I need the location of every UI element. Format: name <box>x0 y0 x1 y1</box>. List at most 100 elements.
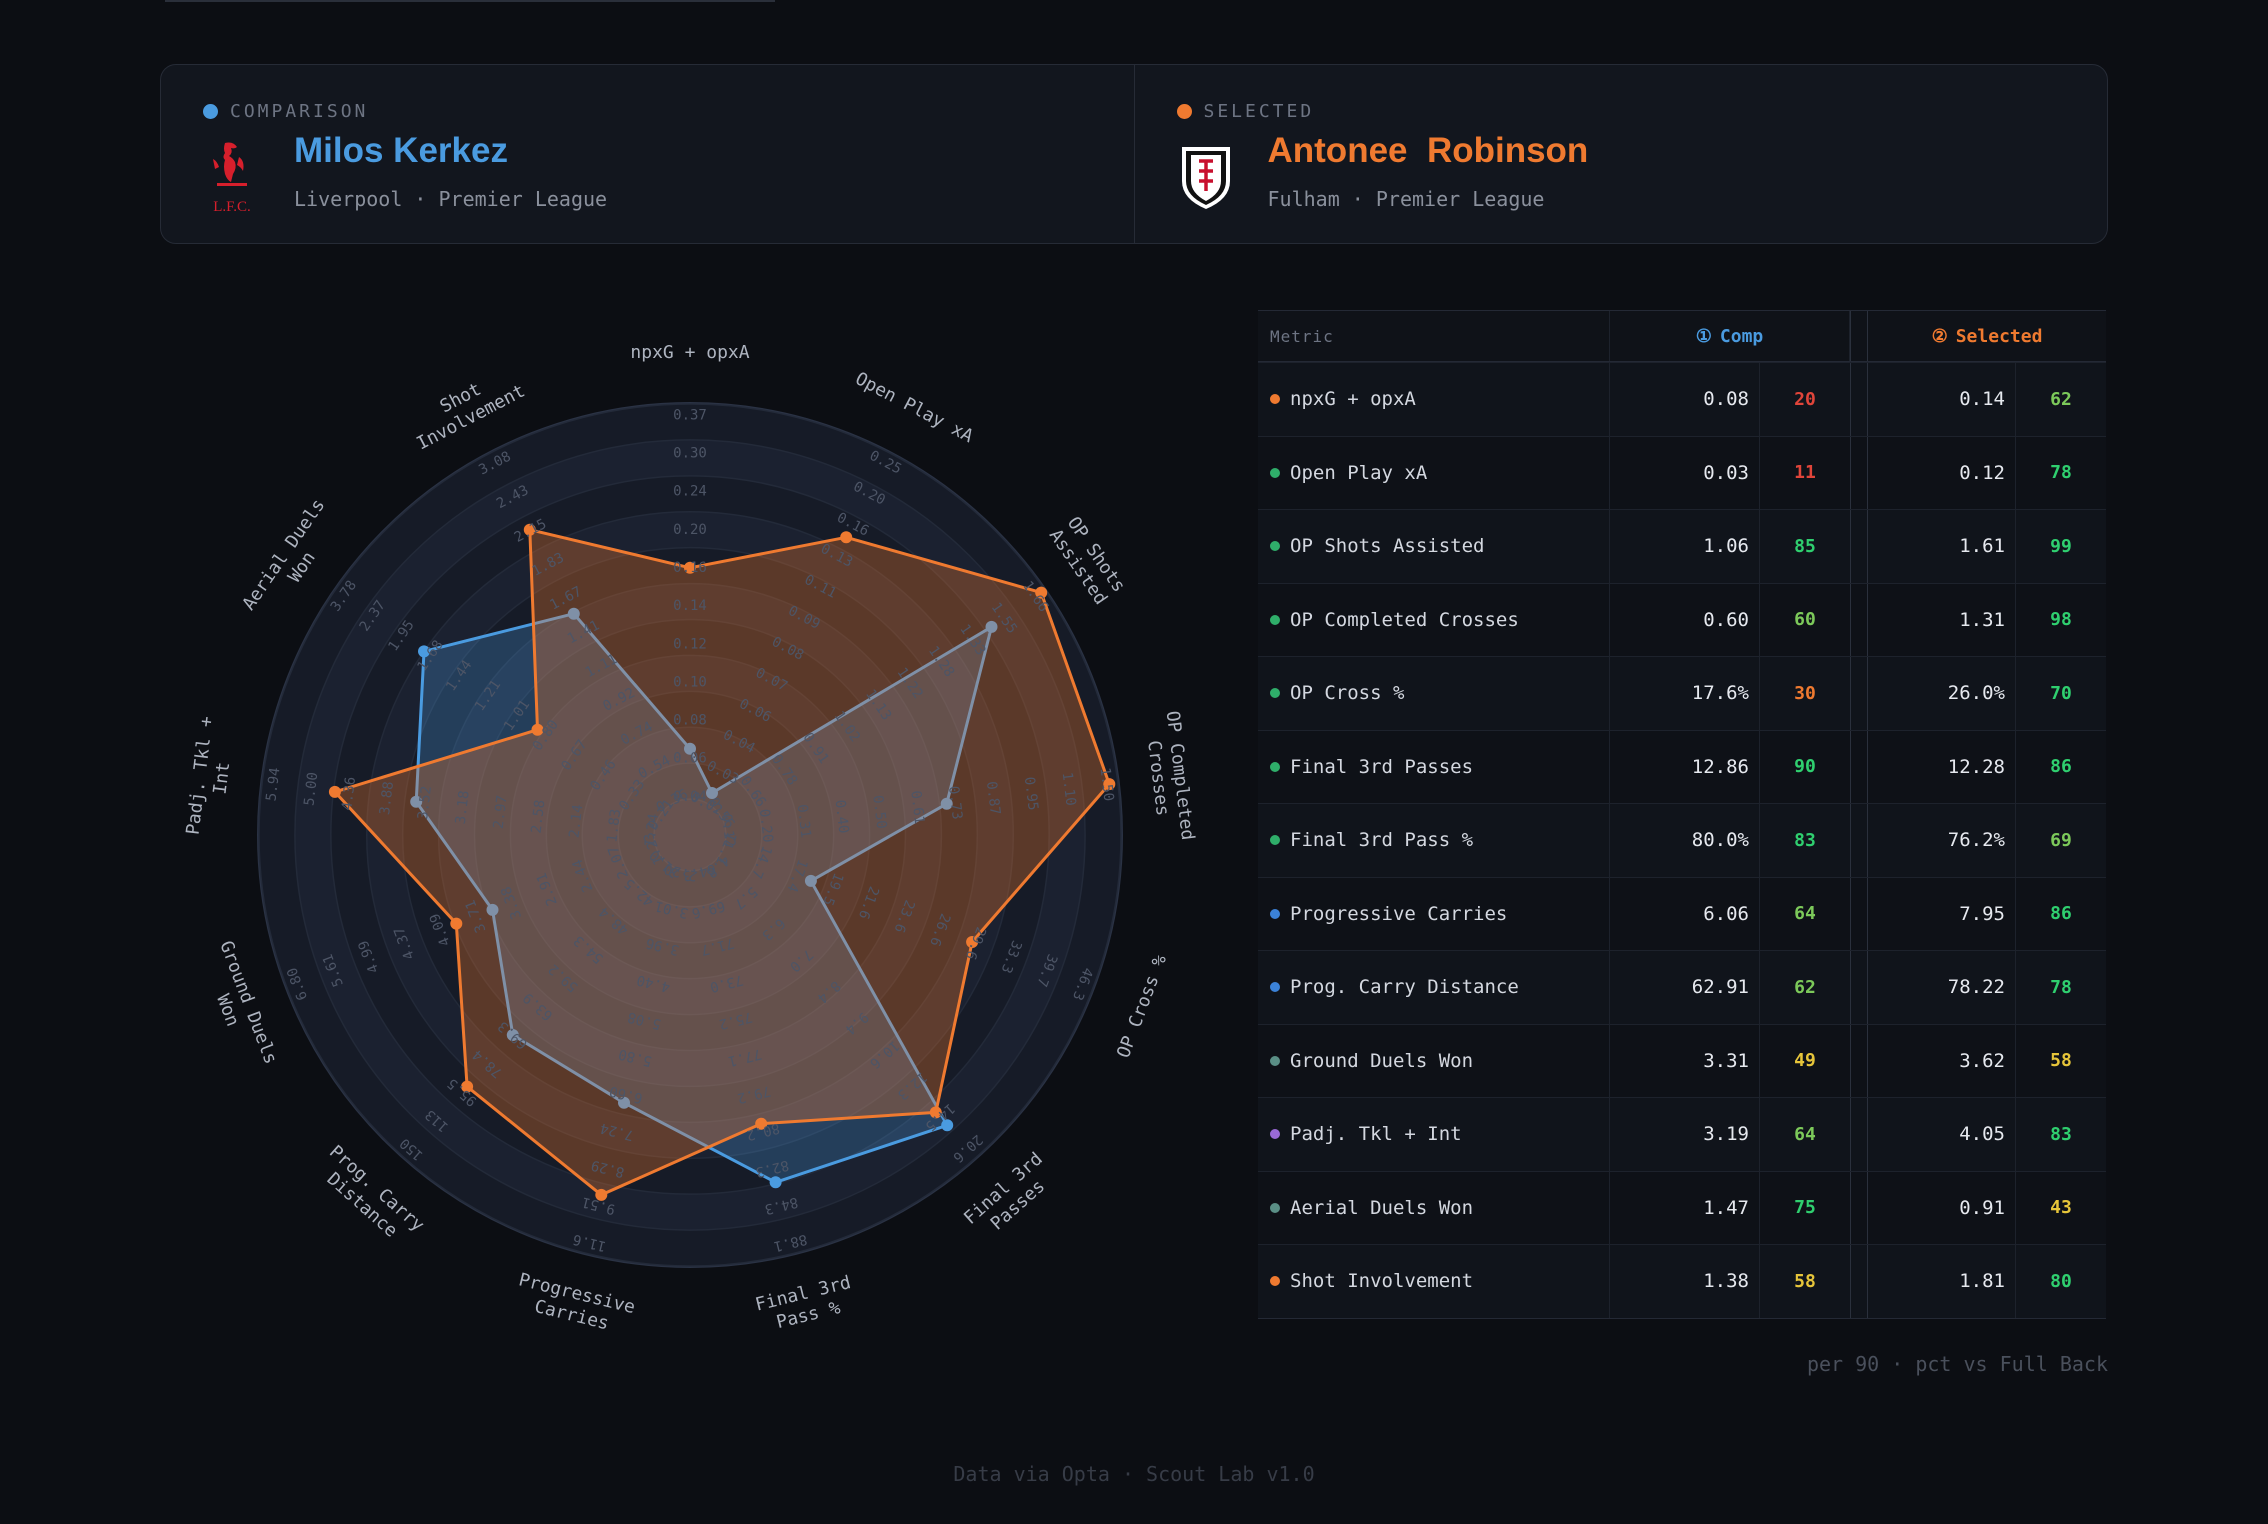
table-row[interactable]: Aerial Duels Won 1.47 75 0.91 43 <box>1258 1170 2106 1244</box>
table-row[interactable]: OP Completed Crosses 0.60 60 1.31 98 <box>1258 582 2106 656</box>
comparison-point <box>706 787 718 799</box>
selected-percentile: 78 <box>2050 462 2072 484</box>
selected-point <box>1103 778 1116 791</box>
tick-label: 0.50 <box>869 794 889 829</box>
table-row[interactable]: Ground Duels Won 3.31 49 3.62 58 <box>1258 1023 2106 1097</box>
category-dot-icon <box>1270 835 1280 846</box>
selected-value: 7.95 <box>1868 877 2016 950</box>
metric-cell: Padj. Tkl + Int <box>1258 1098 1610 1171</box>
axis-label: OP ShotsAssisted <box>1045 513 1130 609</box>
comparison-point <box>418 645 430 658</box>
tick-label: 0.73 <box>945 785 965 820</box>
tick-label: 77.1 <box>727 1045 764 1069</box>
metric-cell: Ground Duels Won <box>1258 1024 1610 1097</box>
tick-label: 6.60 <box>608 1082 645 1106</box>
selected-value: 1.31 <box>1868 583 2016 656</box>
table-row[interactable]: Progressive Carries 6.06 64 7.95 86 <box>1258 876 2106 950</box>
selected-point <box>929 1106 942 1119</box>
metric-cell: npxG + opxA <box>1258 363 1610 436</box>
comp-value: 6.06 <box>1610 877 1760 950</box>
metric-label: Progressive Carries <box>1290 902 1508 925</box>
selected-percentile: 80 <box>2050 1270 2072 1292</box>
selected-player[interactable]: SELECTED Antonee Robinson Fulham · Premi… <box>1133 65 2108 243</box>
selected-tag-label: SELECTED <box>1203 101 1315 122</box>
comparison-point <box>684 742 696 755</box>
tick-label: 2.97 <box>491 794 511 829</box>
comparison-player[interactable]: COMPARISON L.F.C. Milos Kerkez Liverpool… <box>161 65 1134 243</box>
table-row[interactable]: Shot Involvement 1.38 58 1.81 80 <box>1258 1244 2106 1318</box>
tick-label: 1.24 <box>642 813 662 848</box>
selected-tag: SELECTED <box>1176 101 1315 122</box>
table-row[interactable]: Final 3rd Passes 12.86 90 12.28 86 <box>1258 729 2106 803</box>
comp-value: 1.38 <box>1610 1245 1760 1318</box>
tick-label: 0.04 <box>673 789 707 805</box>
tick-label: 4.36 <box>339 776 359 811</box>
category-dot-icon <box>1270 1055 1280 1066</box>
tick-label: 0.14 <box>673 598 707 614</box>
axis-label-line: Open Play xA <box>852 368 977 447</box>
selected-point <box>1035 586 1048 599</box>
table-row[interactable]: npxG + opxA 0.08 20 0.14 62 <box>1258 362 2106 436</box>
selected-player-club: Fulham · Premier League <box>1267 187 1545 211</box>
table-row[interactable]: OP Shots Assisted 1.06 85 1.61 99 <box>1258 509 2106 583</box>
selected-number-icon: ② <box>1931 325 1948 347</box>
selected-percentile: 86 <box>2050 903 2072 925</box>
table-header: Metric ① Comp ② Selected <box>1258 311 2106 362</box>
axis-label: Padj. Tkl +Int <box>182 715 239 839</box>
selected-percentile: 86 <box>2050 756 2072 778</box>
metric-cell: OP Cross % <box>1258 657 1610 730</box>
comparison-point <box>410 795 423 808</box>
top-divider <box>165 0 775 2</box>
tick-label: 79.2 <box>736 1082 773 1106</box>
comp-column-label: Comp <box>1719 325 1764 347</box>
tick-label: 0.24 <box>673 484 707 500</box>
tick-label: 5.08 <box>626 1008 663 1032</box>
tick-label: 5.00 <box>301 771 321 806</box>
tick-label: 9.51 <box>580 1194 617 1218</box>
selected-series-area <box>333 528 1111 1197</box>
column-separator <box>1850 877 1868 950</box>
tick-label: 0.20 <box>673 522 707 538</box>
selected-value: 0.14 <box>1868 363 2016 436</box>
column-separator <box>1850 436 1868 509</box>
table-row[interactable]: Open Play xA 0.03 11 0.12 78 <box>1258 435 2106 509</box>
selected-percentile: 58 <box>2050 1050 2072 1072</box>
comp-percentile: 75 <box>1794 1197 1816 1219</box>
tick-label: 0.12 <box>673 636 707 652</box>
selected-point <box>595 1188 608 1201</box>
selected-column-header[interactable]: ② Selected <box>1868 311 2106 361</box>
comp-column-header[interactable]: ① Comp <box>1610 311 1850 361</box>
selected-value: 78.22 <box>1868 951 2016 1024</box>
category-dot-icon <box>1270 908 1280 919</box>
table-row[interactable]: Prog. Carry Distance 62.91 62 78.22 78 <box>1258 950 2106 1024</box>
table-row[interactable]: OP Cross % 17.6% 30 26.0% 70 <box>1258 656 2106 730</box>
category-dot-icon <box>1270 614 1280 625</box>
selected-point <box>450 917 463 930</box>
selected-point <box>755 1117 768 1130</box>
tick-label: 0.95 <box>1021 776 1041 811</box>
axis-label: Ground DuelsWon <box>195 938 281 1075</box>
comp-percentile: 83 <box>1794 829 1816 851</box>
comp-percentile: 60 <box>1794 609 1816 631</box>
metric-column-header: Metric <box>1258 311 1610 361</box>
table-row[interactable]: Final 3rd Pass % 80.0% 83 76.2% 69 <box>1258 803 2106 877</box>
metric-cell: Final 3rd Pass % <box>1258 804 1610 877</box>
footnote: per 90 · pct vs Full Back <box>1806 1352 2108 1376</box>
axis-label-line: Aerial Duels <box>238 495 329 614</box>
comp-value: 1.06 <box>1610 510 1760 583</box>
liverpool-crest-icon: L.F.C. <box>213 142 251 215</box>
comparison-point <box>769 1176 782 1189</box>
table-row[interactable]: Padj. Tkl + Int 3.19 64 4.05 83 <box>1258 1097 2106 1171</box>
selected-percentile: 43 <box>2050 1197 2072 1219</box>
tick-label: 0.10 <box>673 674 707 690</box>
selected-player-name: Antonee Robinson <box>1267 131 1589 170</box>
comparison-point <box>618 1096 630 1109</box>
tick-label: 84.3 <box>763 1194 800 1218</box>
data-credit: Data via Opta · Scout Lab v1.0 <box>953 1462 1315 1486</box>
metric-cell: Shot Involvement <box>1258 1245 1610 1318</box>
selected-percentile: 69 <box>2050 829 2072 851</box>
tick-label: 69.6 <box>690 897 727 921</box>
comp-percentile: 64 <box>1794 903 1816 925</box>
comp-percentile: 11 <box>1794 462 1816 484</box>
metric-cell: Open Play xA <box>1258 436 1610 509</box>
